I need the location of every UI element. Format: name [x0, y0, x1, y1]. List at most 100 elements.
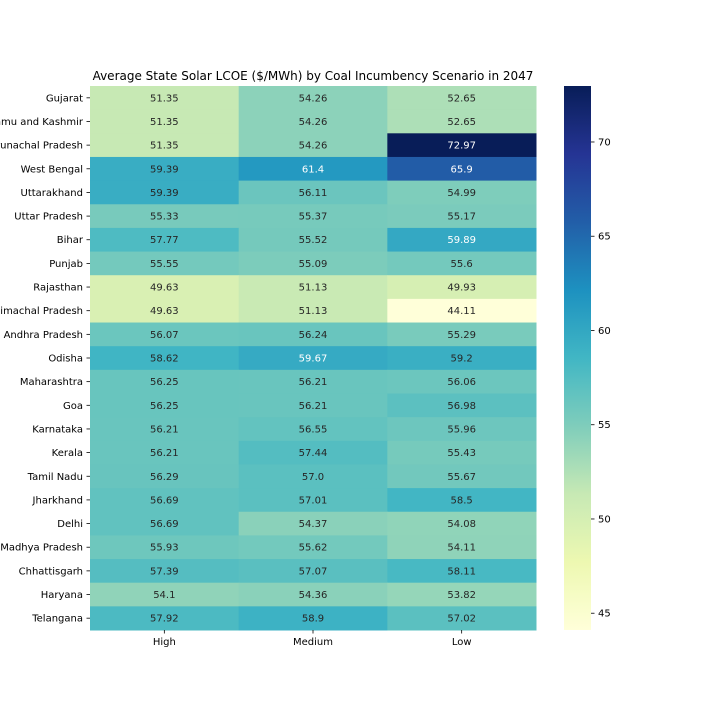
heatmap-cell — [90, 298, 240, 324]
cell-value-label: 56.29 — [150, 472, 179, 483]
heatmap-cell — [90, 86, 240, 111]
heatmap-cell — [90, 393, 240, 418]
cell-value-label: 57.0 — [302, 472, 324, 483]
heatmap-cell — [387, 582, 537, 607]
heatmap-cell — [90, 346, 240, 371]
heatmap-cell — [387, 86, 537, 111]
y-tick-label: West Bengal — [21, 164, 83, 175]
cell-value-label: 59.67 — [299, 354, 328, 365]
cell-value-label: 53.82 — [447, 590, 476, 601]
colorbar-tick-label: 70 — [598, 137, 611, 148]
heatmap-cell — [387, 606, 537, 631]
y-tick-label: Chhattisgarh — [19, 566, 83, 577]
heatmap-cell — [387, 346, 537, 371]
heatmap-cells — [90, 86, 537, 631]
cell-value-label: 54.26 — [299, 93, 328, 104]
cell-value-label: 58.9 — [302, 614, 324, 625]
y-tick-label: Maharashtra — [20, 377, 83, 388]
heatmap-cell — [238, 298, 388, 324]
heatmap-cell — [90, 204, 240, 229]
y-tick-label: Haryana — [41, 590, 83, 601]
cell-value-label: 51.35 — [150, 117, 179, 128]
cell-value-label: 51.35 — [150, 93, 179, 104]
cell-value-label: 55.33 — [150, 212, 179, 223]
cell-value-label: 56.24 — [299, 330, 328, 341]
heatmap-cell — [238, 156, 388, 182]
heatmap-cell — [90, 606, 240, 631]
cell-value-label: 51.13 — [299, 306, 328, 317]
cell-value-label: 55.17 — [447, 212, 476, 223]
heatmap-cell — [238, 606, 388, 631]
heatmap-cell — [238, 393, 388, 418]
heatmap-cell — [238, 86, 388, 111]
cell-value-label: 57.02 — [447, 614, 476, 625]
cell-value-label: 56.25 — [150, 377, 179, 388]
heatmap-cell — [90, 275, 240, 300]
y-tick-label: Kerala — [52, 448, 83, 459]
cell-value-label: 57.01 — [299, 495, 328, 506]
colorbar-tick-label: 45 — [598, 609, 611, 620]
heatmap-cell — [238, 204, 388, 229]
heatmap-cell — [238, 511, 388, 536]
cell-value-label: 59.39 — [150, 164, 179, 175]
cell-value-label: 56.69 — [150, 495, 179, 506]
heatmap-cell — [387, 227, 537, 253]
heatmap-cell — [238, 322, 388, 347]
cell-value-label: 72.97 — [447, 141, 476, 152]
y-tick-label: Arunachal Pradesh — [0, 141, 83, 152]
heatmap-cell — [238, 369, 388, 394]
heatmap-cell — [387, 251, 537, 276]
cell-value-labels: 51.35 54.26 52.65 51.35 54.26 52.65 51.35 54.26… — [150, 93, 476, 624]
y-tick-label: Tamil Nadu — [27, 472, 83, 483]
heatmap-cell — [90, 559, 240, 584]
y-tick-label: Odisha — [48, 354, 83, 365]
cell-value-label: 54.08 — [447, 519, 476, 530]
heatmap-cell — [238, 535, 388, 560]
heatmap-cell — [90, 322, 240, 347]
cell-value-label: 49.93 — [447, 283, 476, 294]
heatmap-cell — [238, 440, 388, 465]
cell-value-label: 56.55 — [299, 424, 328, 435]
cell-value-label: 54.1 — [153, 590, 175, 601]
y-tick-label: Uttar Pradesh — [14, 212, 83, 223]
cell-value-label: 61.4 — [302, 164, 324, 175]
y-tick-label: Jammu and Kashmir — [0, 117, 84, 128]
heatmap-cell — [238, 227, 388, 253]
y-tick-label: Himachal Pradesh — [0, 306, 83, 317]
cell-value-label: 65.9 — [451, 164, 473, 175]
cell-value-label: 52.65 — [447, 117, 476, 128]
cell-value-label: 56.21 — [150, 424, 179, 435]
heatmap-cell — [90, 535, 240, 560]
heatmap-cell — [90, 109, 240, 134]
cell-value-label: 55.52 — [299, 235, 328, 246]
heatmap-cell — [387, 488, 537, 513]
cell-value-label: 56.21 — [299, 401, 328, 412]
heatmap-cell — [90, 511, 240, 536]
colorbar-tick-label: 60 — [598, 326, 611, 337]
heatmap-cell — [387, 133, 537, 158]
heatmap-cell — [90, 156, 240, 182]
cell-value-label: 49.63 — [150, 283, 179, 294]
heatmap-cell — [387, 275, 537, 300]
y-tick-label: Karnataka — [32, 424, 83, 435]
cell-value-label: 54.99 — [447, 188, 476, 199]
cell-value-label: 54.26 — [299, 117, 328, 128]
x-tick-label: High — [153, 637, 176, 648]
heatmap-cell — [90, 464, 240, 489]
cell-value-label: 58.62 — [150, 354, 179, 365]
heatmap-cell — [90, 582, 240, 607]
cell-value-label: 56.21 — [299, 377, 328, 388]
heatmap-cell — [238, 464, 388, 489]
cell-value-label: 55.09 — [299, 259, 328, 270]
x-tick-label: Medium — [293, 637, 333, 648]
cell-value-label: 51.13 — [299, 283, 328, 294]
cell-value-label: 55.29 — [447, 330, 476, 341]
cell-value-label: 49.63 — [150, 306, 179, 317]
heatmap-cell — [387, 464, 537, 489]
heatmap-cell — [238, 417, 388, 442]
cell-value-label: 54.11 — [447, 543, 476, 554]
x-tick-label: Low — [452, 637, 472, 648]
heatmap-cell — [90, 251, 240, 276]
